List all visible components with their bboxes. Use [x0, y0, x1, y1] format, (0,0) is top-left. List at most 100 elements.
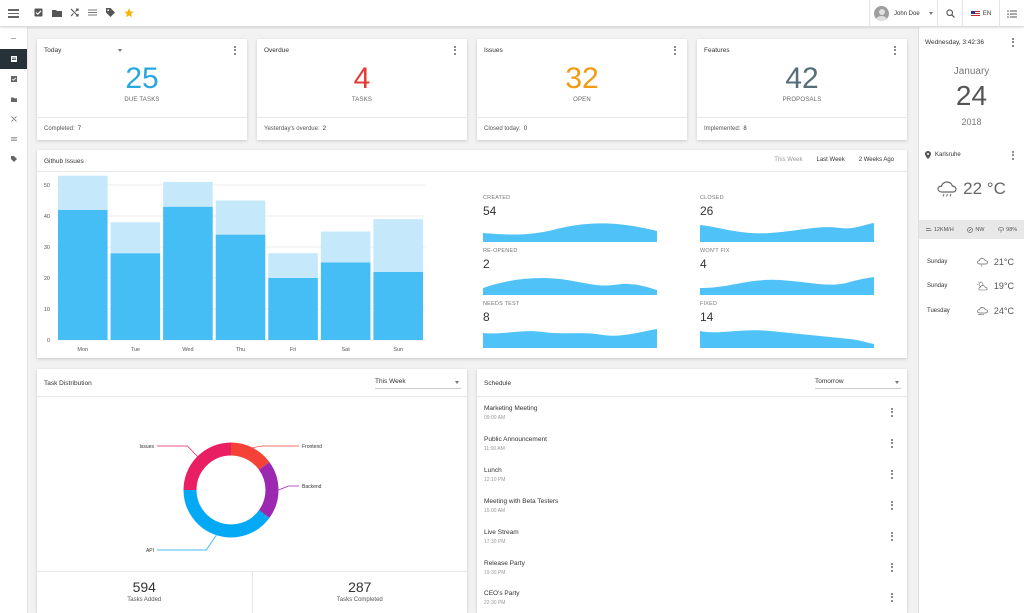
period-select[interactable]: This Week	[375, 377, 461, 389]
forecast-row: Sunday 21°C	[927, 255, 1014, 269]
chevron-down-icon	[118, 48, 123, 52]
folder-icon[interactable]	[51, 7, 62, 18]
card-title: Github Issues	[44, 158, 84, 165]
forecast-temp: 19°C	[993, 281, 1014, 291]
period-select[interactable]: Tomorrow	[815, 377, 901, 389]
umbrella-icon	[998, 226, 1005, 233]
more-icon[interactable]	[891, 408, 894, 417]
chevron-down-icon	[928, 12, 933, 15]
nav-list[interactable]	[0, 129, 27, 149]
more-icon[interactable]	[891, 439, 894, 448]
more-icon[interactable]	[454, 46, 457, 55]
nav-divider	[0, 27, 27, 49]
more-icon[interactable]	[1012, 151, 1015, 160]
stat-title[interactable]: Today	[44, 47, 123, 54]
language-selector[interactable]: EN	[962, 0, 999, 27]
tab-this-week[interactable]: This Week	[774, 157, 803, 163]
stat-value: 42	[785, 62, 819, 95]
quick-panel-button[interactable]	[999, 0, 1024, 27]
task-distribution-donut: Frontend Backend API Issues	[140, 442, 322, 554]
donut-slice	[183, 442, 232, 491]
stat-label: TASKS	[351, 97, 373, 103]
donut-label: Frontend	[302, 444, 322, 450]
sparkline	[483, 329, 657, 348]
card-title: Task Distribution	[44, 380, 92, 387]
metric-value: 2	[483, 257, 490, 271]
tab-2-weeks-ago[interactable]: 2 Weeks Ago	[858, 157, 894, 163]
metric-created: CREATED 54	[483, 195, 657, 247]
more-icon[interactable]	[891, 501, 894, 510]
donut-label: Issues	[140, 444, 155, 450]
more-icon[interactable]	[891, 593, 894, 602]
y-tick-label: 30	[44, 245, 50, 251]
shuffle-icon	[10, 116, 17, 122]
forecast-temp: 24°C	[993, 306, 1014, 316]
star-icon[interactable]	[123, 7, 134, 18]
metric-label: NEEDS TEST	[483, 301, 520, 307]
chevron-down-icon	[895, 381, 899, 384]
schedule-item[interactable]: Meeting with Beta Testers 15:00 AM	[477, 491, 907, 522]
more-icon[interactable]	[891, 470, 894, 479]
schedule-item[interactable]: Live Stream 17:30 PM	[477, 522, 907, 553]
language-label: EN	[982, 10, 992, 17]
donut-slice	[230, 442, 270, 470]
stat-value: 4	[353, 62, 371, 95]
forecast-temp: 21°C	[993, 257, 1014, 267]
checkbox-icon[interactable]	[33, 7, 44, 18]
nav-files[interactable]	[0, 89, 27, 109]
more-icon[interactable]	[674, 46, 677, 55]
forecast-day: Tuesday	[927, 308, 950, 314]
stat-label: PROPOSALS	[782, 97, 822, 103]
tag-icon[interactable]	[105, 7, 116, 18]
bar-secondary	[110, 222, 161, 254]
stat-card-issues: Issues 32 OPEN Closed today: 0	[477, 39, 687, 140]
cloud-wind-icon	[975, 306, 989, 316]
schedule-item[interactable]: Public Announcement 11:00 AM	[477, 429, 907, 460]
nav-tasks[interactable]	[0, 69, 27, 89]
more-icon[interactable]	[894, 46, 897, 55]
search-button[interactable]	[937, 0, 962, 27]
nav-shuffle[interactable]	[0, 109, 27, 129]
calendar-day: 24	[955, 80, 988, 111]
bar-secondary	[58, 175, 108, 210]
list-icon[interactable]	[87, 7, 98, 18]
sparkline	[483, 278, 657, 295]
sparkline	[483, 223, 657, 242]
bar-primary	[373, 271, 423, 340]
nav-dashboard[interactable]	[0, 49, 27, 69]
y-tick-label: 50	[44, 183, 50, 189]
schedule-item[interactable]: Lunch 12:10 PM	[477, 460, 907, 491]
left-nav	[0, 27, 28, 613]
more-icon[interactable]	[891, 532, 894, 541]
schedule-item[interactable]: Release Party 19:30 PM	[477, 553, 907, 584]
tab-last-week[interactable]: Last Week	[816, 157, 845, 163]
x-tick-label: Fri	[290, 347, 296, 353]
calendar-year: 2018	[961, 117, 982, 127]
list-icon	[10, 137, 17, 141]
stat-title: Overdue	[264, 47, 289, 54]
more-icon[interactable]	[1012, 38, 1015, 47]
leader-line	[157, 534, 217, 551]
y-tick-label: 10	[44, 307, 50, 313]
metric-reopened: RE-OPENED 2	[483, 248, 657, 300]
more-icon[interactable]	[891, 563, 894, 572]
schedule-item[interactable]: Marketing Meeting 09:00 AM	[477, 398, 907, 429]
compass-icon	[967, 226, 974, 233]
schedule-item[interactable]: CEO's Party 22:30 PM	[477, 583, 907, 613]
top-bar: John Doe EN	[0, 0, 1024, 27]
github-issues-card: Github Issues This Week Last Week 2 Week…	[37, 150, 907, 358]
more-icon[interactable]	[234, 46, 237, 55]
chevron-down-icon	[455, 381, 459, 384]
x-tick-label: Wed	[182, 347, 193, 353]
stat-label: DUE TASKS	[124, 97, 160, 103]
y-tick-label: 20	[44, 276, 50, 282]
metric-label: CREATED	[483, 195, 511, 201]
user-menu[interactable]: John Doe	[869, 0, 937, 27]
nav-tags[interactable]	[0, 149, 27, 169]
x-tick-label: Tue	[131, 347, 140, 353]
menu-icon[interactable]	[8, 9, 19, 18]
leader-line	[278, 485, 299, 491]
right-panel: Wednesday, 3:42:36 January 24 2018 Karls…	[918, 27, 1024, 613]
donut-label: Backend	[302, 484, 322, 490]
shuffle-icon[interactable]	[69, 7, 80, 18]
